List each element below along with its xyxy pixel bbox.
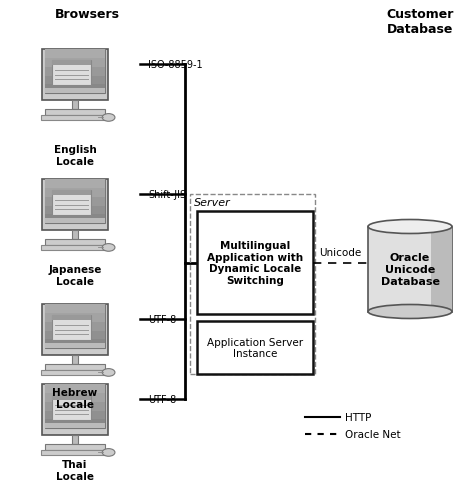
FancyBboxPatch shape bbox=[45, 197, 105, 206]
Text: Application Server
Instance: Application Server Instance bbox=[207, 337, 303, 359]
FancyBboxPatch shape bbox=[45, 322, 105, 331]
FancyBboxPatch shape bbox=[45, 59, 105, 67]
FancyBboxPatch shape bbox=[52, 191, 91, 195]
FancyBboxPatch shape bbox=[52, 316, 91, 320]
FancyBboxPatch shape bbox=[45, 215, 105, 224]
FancyBboxPatch shape bbox=[45, 180, 105, 224]
FancyBboxPatch shape bbox=[72, 355, 77, 364]
FancyBboxPatch shape bbox=[52, 61, 91, 85]
FancyBboxPatch shape bbox=[42, 50, 108, 101]
FancyBboxPatch shape bbox=[197, 321, 313, 374]
FancyBboxPatch shape bbox=[45, 384, 105, 393]
Text: ISO-8859-1: ISO-8859-1 bbox=[148, 60, 203, 70]
FancyBboxPatch shape bbox=[45, 444, 105, 450]
FancyBboxPatch shape bbox=[45, 411, 105, 420]
Text: Multilingual
Application with
Dynamic Locale
Switching: Multilingual Application with Dynamic Lo… bbox=[207, 241, 303, 285]
Text: Server: Server bbox=[194, 198, 231, 207]
FancyBboxPatch shape bbox=[45, 331, 105, 340]
FancyBboxPatch shape bbox=[72, 230, 77, 239]
FancyBboxPatch shape bbox=[72, 435, 77, 444]
FancyBboxPatch shape bbox=[45, 420, 105, 428]
FancyBboxPatch shape bbox=[45, 393, 105, 402]
Ellipse shape bbox=[102, 114, 115, 122]
Ellipse shape bbox=[102, 244, 115, 252]
FancyBboxPatch shape bbox=[52, 191, 91, 215]
FancyBboxPatch shape bbox=[52, 396, 91, 400]
FancyBboxPatch shape bbox=[45, 344, 105, 348]
FancyBboxPatch shape bbox=[45, 219, 105, 224]
FancyBboxPatch shape bbox=[41, 450, 109, 455]
FancyBboxPatch shape bbox=[45, 67, 105, 76]
Text: Thai
Locale: Thai Locale bbox=[56, 459, 94, 481]
Text: English
Locale: English Locale bbox=[53, 145, 96, 166]
FancyBboxPatch shape bbox=[52, 316, 91, 340]
FancyBboxPatch shape bbox=[431, 227, 452, 312]
Text: UTF-8: UTF-8 bbox=[148, 394, 176, 404]
FancyBboxPatch shape bbox=[45, 364, 105, 370]
FancyBboxPatch shape bbox=[45, 206, 105, 215]
FancyBboxPatch shape bbox=[45, 305, 105, 313]
FancyBboxPatch shape bbox=[45, 76, 105, 85]
Text: Shift-JIS: Shift-JIS bbox=[148, 190, 186, 200]
FancyBboxPatch shape bbox=[197, 212, 313, 314]
FancyBboxPatch shape bbox=[42, 180, 108, 230]
FancyBboxPatch shape bbox=[41, 246, 109, 250]
FancyBboxPatch shape bbox=[45, 340, 105, 348]
Text: Japanese
Locale: Japanese Locale bbox=[48, 264, 102, 286]
FancyBboxPatch shape bbox=[41, 116, 109, 121]
FancyBboxPatch shape bbox=[45, 85, 105, 94]
FancyBboxPatch shape bbox=[45, 402, 105, 411]
FancyBboxPatch shape bbox=[45, 50, 105, 59]
Text: HTTP: HTTP bbox=[345, 412, 371, 422]
FancyBboxPatch shape bbox=[45, 384, 105, 428]
Ellipse shape bbox=[102, 448, 115, 456]
Text: Customer
Database: Customer Database bbox=[386, 8, 454, 36]
Ellipse shape bbox=[368, 305, 452, 319]
FancyBboxPatch shape bbox=[45, 89, 105, 94]
Text: Unicode: Unicode bbox=[319, 248, 362, 258]
Text: UTF-8: UTF-8 bbox=[148, 314, 176, 325]
Text: Browsers: Browsers bbox=[55, 8, 120, 21]
Text: Oracle Net: Oracle Net bbox=[345, 429, 401, 439]
Ellipse shape bbox=[102, 369, 115, 376]
FancyBboxPatch shape bbox=[45, 50, 105, 94]
FancyBboxPatch shape bbox=[45, 313, 105, 322]
FancyBboxPatch shape bbox=[52, 396, 91, 420]
FancyBboxPatch shape bbox=[45, 180, 105, 188]
FancyBboxPatch shape bbox=[42, 305, 108, 355]
Text: Hebrew
Locale: Hebrew Locale bbox=[53, 387, 98, 409]
Ellipse shape bbox=[368, 220, 452, 234]
FancyBboxPatch shape bbox=[41, 370, 109, 375]
FancyBboxPatch shape bbox=[52, 61, 91, 65]
FancyBboxPatch shape bbox=[45, 305, 105, 348]
FancyBboxPatch shape bbox=[42, 384, 108, 435]
FancyBboxPatch shape bbox=[45, 423, 105, 428]
Text: Oracle
Unicode
Database: Oracle Unicode Database bbox=[380, 253, 439, 286]
FancyBboxPatch shape bbox=[45, 188, 105, 197]
FancyBboxPatch shape bbox=[368, 227, 452, 312]
FancyBboxPatch shape bbox=[45, 109, 105, 116]
FancyBboxPatch shape bbox=[72, 101, 77, 109]
FancyBboxPatch shape bbox=[45, 239, 105, 246]
